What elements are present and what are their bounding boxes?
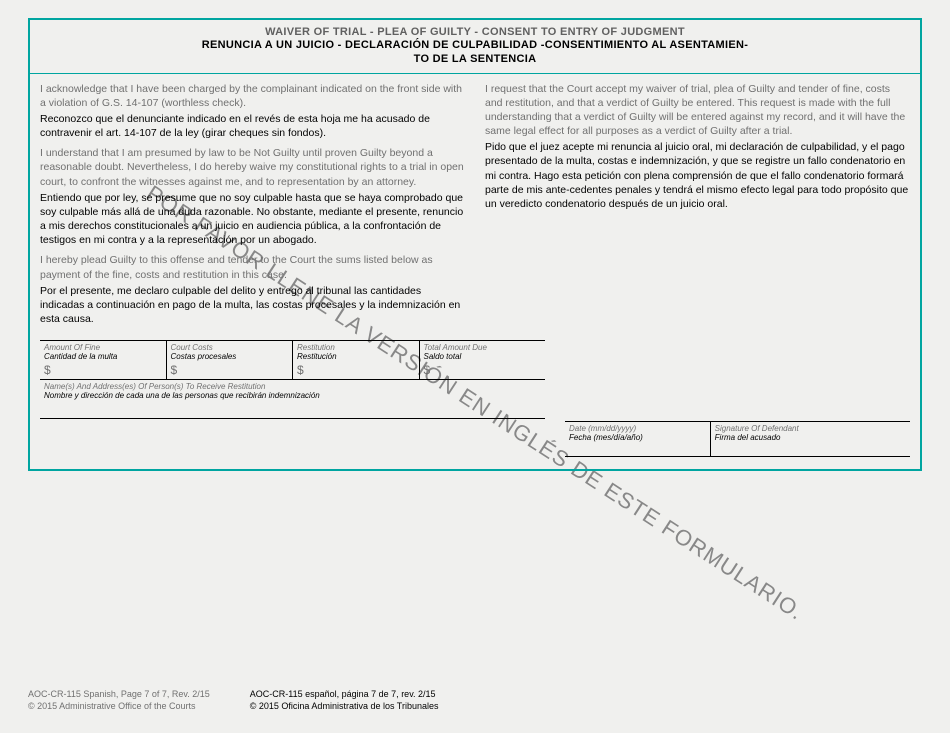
signature-field[interactable]: Signature Of Defendant Firma del acusado	[711, 422, 910, 456]
para2-english: I understand that I am presumed by law t…	[40, 146, 465, 189]
title-english: WAIVER OF TRIAL - PLEA OF GUILTY - CONSE…	[38, 26, 912, 38]
para1-english: I acknowledge that I have been charged b…	[40, 82, 465, 110]
footer-right: AOC-CR-115 español, página 7 de 7, rev. …	[250, 688, 439, 713]
right-column: I request that the Court accept my waive…	[475, 74, 920, 337]
para3-spanish: Por el presente, me declaro culpable del…	[40, 284, 465, 327]
form-header: WAIVER OF TRIAL - PLEA OF GUILTY - CONSE…	[30, 20, 920, 74]
right-para-english: I request that the Court accept my waive…	[485, 82, 910, 139]
rest-dollar: $	[297, 363, 415, 377]
date-label-en: Date (mm/dd/yyyy)	[569, 424, 706, 433]
footer-left: AOC-CR-115 Spanish, Page 7 of 7, Rev. 2/…	[28, 688, 210, 713]
title-spanish-line2: TO DE LA SENTENCIA	[38, 52, 912, 66]
amounts-table: Amount Of Fine Cantidad de la multa $ Co…	[40, 340, 545, 380]
costs-dollar: $	[171, 363, 289, 377]
footer-form-id-en: AOC-CR-115 Spanish, Page 7 of 7, Rev. 2/…	[28, 688, 210, 701]
footer-form-id-es: AOC-CR-115 español, página 7 de 7, rev. …	[250, 688, 439, 701]
content-area: I acknowledge that I have been charged b…	[30, 74, 920, 470]
footer-copyright-es: © 2015 Oficina Administrativa de los Tri…	[250, 700, 439, 713]
sig-label-en: Signature Of Defendant	[715, 424, 906, 433]
total-dollar: $	[424, 363, 542, 377]
footer-copyright-en: © 2015 Administrative Office of the Cour…	[28, 700, 210, 713]
two-column-layout: I acknowledge that I have been charged b…	[30, 74, 920, 337]
rest-label-es: Restitución	[297, 352, 415, 361]
fine-cell[interactable]: Amount Of Fine Cantidad de la multa $	[40, 341, 167, 379]
page-footer: AOC-CR-115 Spanish, Page 7 of 7, Rev. 2/…	[28, 688, 439, 713]
fine-dollar: $	[44, 363, 162, 377]
names-addresses-field[interactable]: Name(s) And Address(es) Of Person(s) To …	[40, 380, 545, 419]
para2-spanish: Entiendo que por ley, se presume que no …	[40, 191, 465, 248]
date-label-es: Fecha (mes/día/año)	[569, 433, 706, 442]
fine-label-en: Amount Of Fine	[44, 343, 162, 352]
para1-spanish: Reconozco que el denunciante indicado en…	[40, 112, 465, 140]
sig-label-es: Firma del acusado	[715, 433, 906, 442]
restitution-cell[interactable]: Restitution Restitución $	[293, 341, 420, 379]
total-cell[interactable]: Total Amount Due Saldo total $	[420, 341, 546, 379]
costs-cell[interactable]: Court Costs Costas procesales $	[167, 341, 294, 379]
rest-label-en: Restitution	[297, 343, 415, 352]
signature-row: Date (mm/dd/yyyy) Fecha (mes/día/año) Si…	[565, 421, 910, 457]
date-field[interactable]: Date (mm/dd/yyyy) Fecha (mes/día/año)	[565, 422, 711, 456]
names-label-es: Nombre y dirección de cada una de las pe…	[44, 391, 541, 400]
fine-label-es: Cantidad de la multa	[44, 352, 162, 361]
names-label-en: Name(s) And Address(es) Of Person(s) To …	[44, 382, 541, 391]
form-container: WAIVER OF TRIAL - PLEA OF GUILTY - CONSE…	[28, 18, 922, 471]
left-column: I acknowledge that I have been charged b…	[30, 74, 475, 337]
total-label-en: Total Amount Due	[424, 343, 542, 352]
right-para-spanish: Pido que el juez acepte mi renuncia al j…	[485, 140, 910, 211]
costs-label-es: Costas procesales	[171, 352, 289, 361]
total-label-es: Saldo total	[424, 352, 542, 361]
costs-label-en: Court Costs	[171, 343, 289, 352]
title-spanish-line1: RENUNCIA A UN JUICIO - DECLARACIÓN DE CU…	[38, 38, 912, 52]
para3-english: I hereby plead Guilty to this offense an…	[40, 253, 465, 281]
